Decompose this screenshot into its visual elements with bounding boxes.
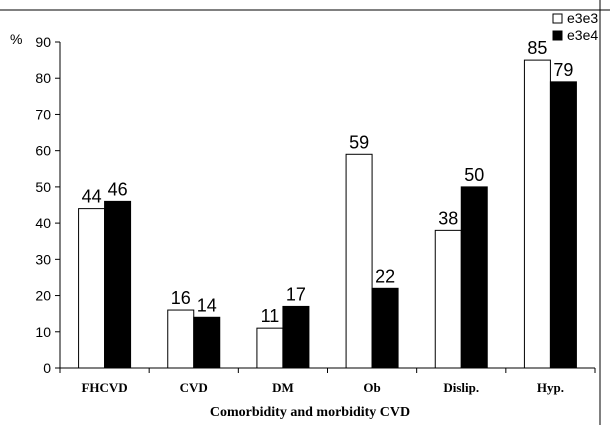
bar-e3e4-dislip <box>460 186 488 369</box>
y-tick-label: 50 <box>35 179 51 195</box>
data-label: 50 <box>464 165 484 185</box>
data-label: 46 <box>108 179 128 199</box>
y-axis-unit-label: % <box>10 31 22 47</box>
y-tick-label: 30 <box>35 251 51 267</box>
data-label: 11 <box>261 306 280 326</box>
bar-e3e3-fhcvd <box>78 208 106 369</box>
legend-label-e3e3: e3e3 <box>567 10 598 26</box>
bar-e3e4-hyp <box>549 81 577 369</box>
x-category-label: CVD <box>180 380 208 395</box>
x-axis-title: Comorbidity and morbidity CVD <box>210 405 410 420</box>
y-tick-label: 60 <box>35 143 51 159</box>
bar-e3e4-fhcvd <box>104 200 132 369</box>
y-tick-label: 0 <box>43 360 51 376</box>
data-label: 16 <box>171 288 191 308</box>
bar-e3e4-ob <box>371 287 399 369</box>
legend-swatch-e3e4 <box>552 30 563 41</box>
y-tick-label: 40 <box>35 215 51 231</box>
x-category-label: DM <box>272 380 294 395</box>
data-label: 79 <box>553 60 573 80</box>
labels-layer: 44 46 FHCVD 16 14 CVD 11 17 DM 59 22 Ob 38 50 Dislip. 8… <box>81 38 573 395</box>
bar-e3e4-dm <box>282 305 310 369</box>
data-label: 85 <box>527 38 547 58</box>
data-label: 17 <box>286 284 306 304</box>
bars-layer <box>78 59 577 369</box>
legend-swatch-e3e3 <box>552 13 563 24</box>
bar-e3e3-hyp <box>523 59 551 369</box>
x-category-label: FHCVD <box>81 380 127 395</box>
y-tick-label: 90 <box>35 34 51 50</box>
bar-e3e3-dislip <box>434 229 462 369</box>
data-label: 59 <box>349 132 369 152</box>
y-tick-label: 70 <box>35 106 51 122</box>
x-category-label: Ob <box>363 380 380 395</box>
x-category-label: Hyp. <box>537 380 564 395</box>
bar-e3e3-cvd <box>167 309 195 369</box>
data-label: 38 <box>438 208 458 228</box>
y-tick-label: 80 <box>35 70 51 86</box>
data-label: 44 <box>82 187 102 207</box>
data-label: 14 <box>197 295 217 315</box>
legend-label-e3e4: e3e4 <box>567 27 598 43</box>
bar-e3e3-ob <box>345 153 373 369</box>
y-tick-label: 10 <box>35 324 51 340</box>
bar-e3e4-cvd <box>193 316 221 369</box>
x-category-label: Dislip. <box>443 380 479 395</box>
data-label: 22 <box>375 266 395 286</box>
bar-e3e3-dm <box>256 327 284 369</box>
y-tick-label: 20 <box>35 288 51 304</box>
